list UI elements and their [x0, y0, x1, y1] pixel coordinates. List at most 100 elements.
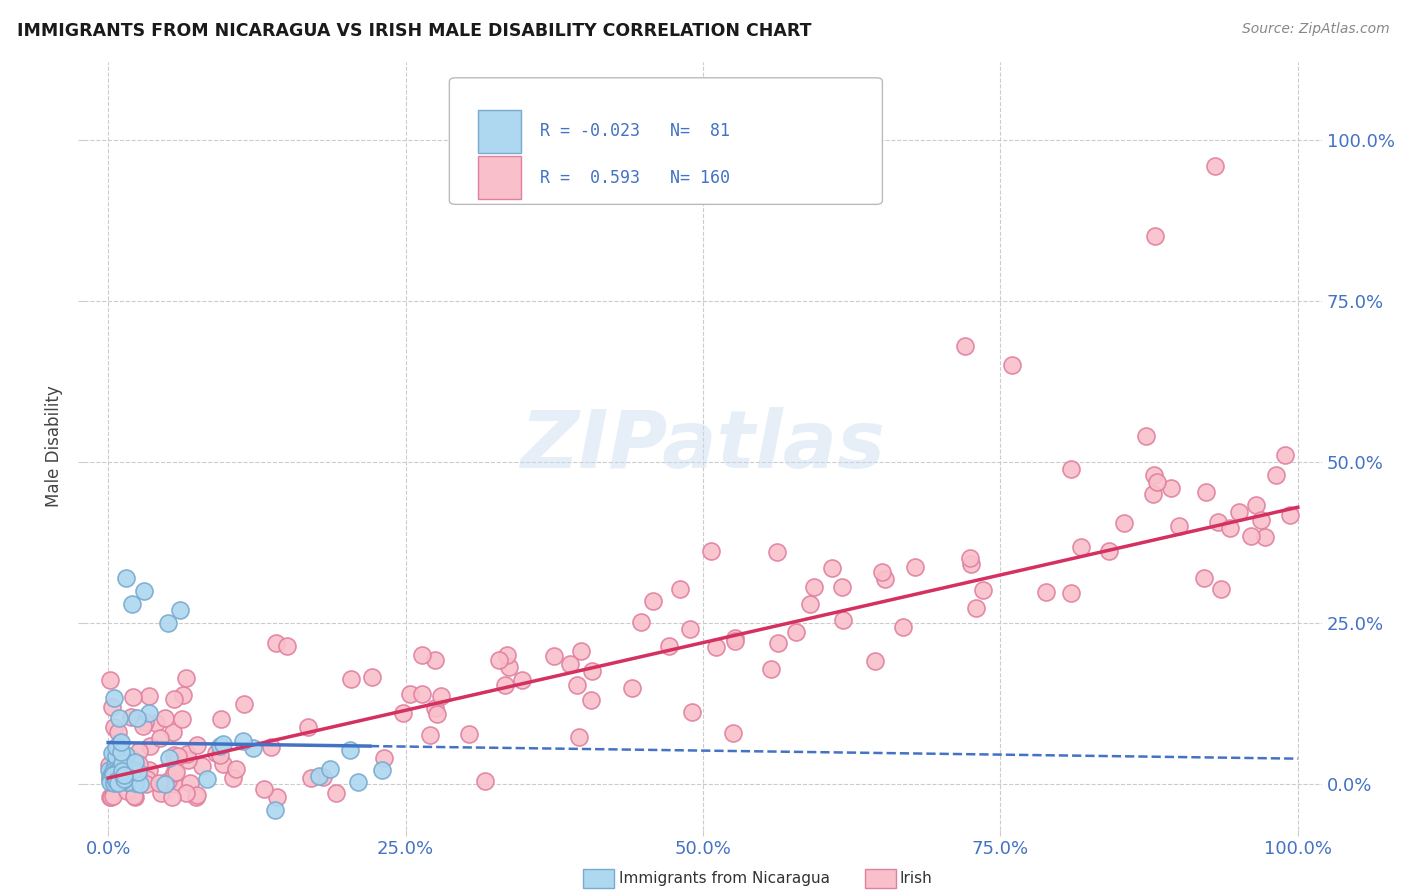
Point: [510, 673, 533, 687]
Point: [766, 545, 789, 559]
Point: [108, 771, 131, 785]
Point: [111, 760, 134, 774]
Point: [319, 762, 342, 776]
Point: [426, 706, 449, 721]
Point: [138, 706, 160, 720]
Point: [222, 771, 245, 785]
Point: [565, 678, 588, 692]
Point: [174, 786, 197, 800]
Point: [104, 739, 127, 754]
Point: [104, 768, 127, 782]
Point: [110, 735, 132, 749]
Point: [190, 759, 212, 773]
Point: [129, 777, 152, 791]
Point: [759, 662, 782, 676]
Point: [112, 772, 135, 786]
Point: [1219, 521, 1241, 535]
Point: [163, 748, 186, 763]
Point: [209, 739, 232, 754]
Point: [1143, 467, 1166, 482]
Point: [117, 774, 139, 789]
Point: [127, 769, 149, 783]
Point: [104, 773, 127, 788]
Point: [163, 692, 186, 706]
Point: [163, 766, 186, 780]
Point: [679, 622, 702, 636]
Point: [299, 771, 322, 785]
Point: [799, 597, 821, 611]
Point: [103, 789, 125, 803]
Point: [209, 712, 232, 726]
Point: [297, 720, 319, 734]
Point: [103, 690, 125, 705]
Point: [162, 724, 184, 739]
Point: [339, 672, 361, 686]
Point: [398, 687, 420, 701]
Point: [138, 690, 160, 704]
Point: [134, 715, 156, 730]
Point: [127, 764, 149, 779]
Point: [865, 654, 887, 668]
Point: [98, 774, 121, 789]
Point: [312, 770, 335, 784]
Point: [104, 758, 127, 772]
Point: [114, 768, 136, 782]
Point: [232, 697, 254, 711]
Point: [101, 772, 124, 787]
Text: R = -0.023   N=  81: R = -0.023 N= 81: [540, 122, 730, 140]
Point: [430, 689, 453, 703]
Point: [1278, 508, 1301, 522]
Point: [103, 768, 125, 782]
Point: [1098, 543, 1121, 558]
Point: [157, 773, 180, 788]
Point: [870, 565, 893, 579]
Point: [263, 803, 285, 817]
Point: [108, 711, 131, 725]
Point: [724, 633, 747, 648]
Point: [121, 597, 143, 611]
Point: [101, 764, 124, 779]
Point: [115, 571, 138, 585]
Point: [103, 763, 125, 777]
Point: [98, 763, 121, 777]
Point: [643, 594, 665, 608]
Point: [163, 777, 186, 791]
Point: [108, 761, 131, 775]
Point: [325, 786, 347, 800]
Point: [266, 790, 288, 805]
Point: [232, 734, 254, 748]
Point: [1059, 586, 1081, 600]
Point: [101, 774, 124, 789]
Point: [1135, 429, 1157, 443]
Point: [1240, 529, 1263, 543]
Point: [103, 720, 125, 734]
Point: [1227, 505, 1250, 519]
Point: [1059, 461, 1081, 475]
Point: [105, 764, 128, 779]
Point: [122, 763, 145, 777]
Text: Source: ZipAtlas.com: Source: ZipAtlas.com: [1241, 22, 1389, 37]
Point: [891, 620, 914, 634]
Point: [1274, 448, 1296, 462]
Point: [186, 790, 208, 805]
Text: IMMIGRANTS FROM NICARAGUA VS IRISH MALE DISABILITY CORRELATION CHART: IMMIGRANTS FROM NICARAGUA VS IRISH MALE …: [17, 22, 811, 40]
Point: [115, 760, 138, 774]
Point: [339, 743, 361, 757]
Point: [1254, 530, 1277, 544]
Point: [149, 731, 172, 745]
Point: [581, 664, 603, 678]
Point: [1001, 359, 1024, 373]
Point: [98, 790, 121, 805]
Bar: [478, 156, 522, 199]
Point: [411, 648, 433, 663]
Point: [111, 772, 134, 786]
Point: [205, 746, 228, 760]
Point: [965, 601, 987, 615]
Point: [658, 639, 681, 653]
Point: [820, 560, 842, 574]
Point: [157, 751, 180, 765]
Point: [567, 730, 589, 744]
Point: [110, 745, 132, 759]
Point: [174, 671, 197, 685]
Point: [122, 789, 145, 804]
